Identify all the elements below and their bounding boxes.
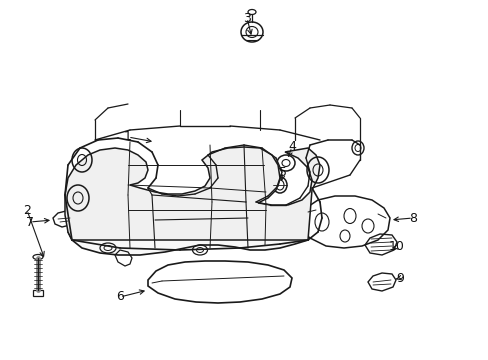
Text: 2: 2 xyxy=(23,203,31,216)
Text: 1: 1 xyxy=(124,130,132,144)
Text: 10: 10 xyxy=(388,240,404,253)
Text: 5: 5 xyxy=(279,166,286,179)
Text: 8: 8 xyxy=(408,211,416,225)
Polygon shape xyxy=(68,216,307,255)
Text: 6: 6 xyxy=(116,291,123,303)
Polygon shape xyxy=(65,147,319,240)
Text: 9: 9 xyxy=(395,271,403,284)
Text: 4: 4 xyxy=(287,140,295,153)
Text: 3: 3 xyxy=(243,12,250,24)
Text: 7: 7 xyxy=(26,216,34,229)
